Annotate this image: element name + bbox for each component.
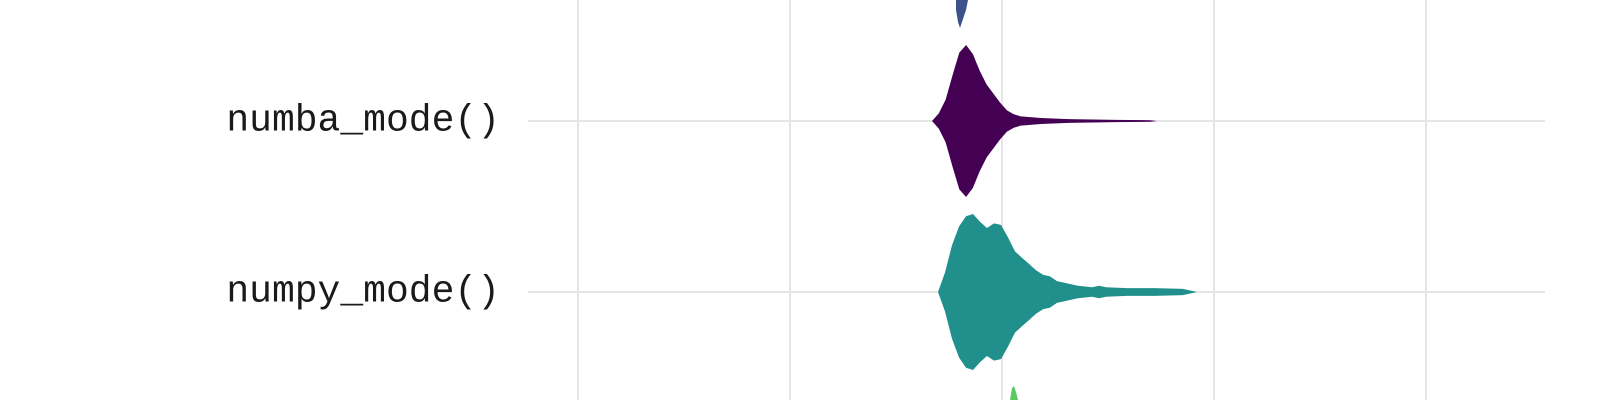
grid — [528, 0, 1545, 400]
violin-numpy — [938, 214, 1197, 370]
partial-violin-top — [956, 0, 968, 28]
partial-violin-bottom — [1010, 386, 1018, 400]
violins — [932, 45, 1197, 370]
category-label-numba: numba_mode() — [226, 100, 500, 143]
category-label-numpy: numpy_mode() — [226, 271, 500, 314]
violin-numba — [932, 45, 1158, 197]
